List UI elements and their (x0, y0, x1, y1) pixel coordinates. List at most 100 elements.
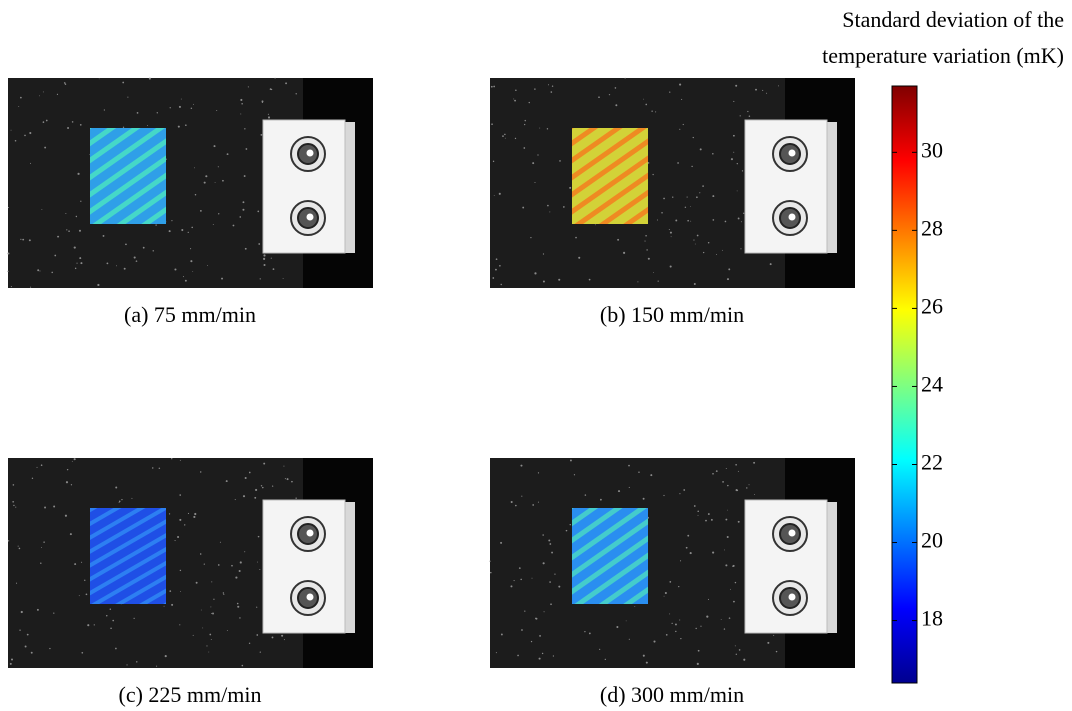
speckle (663, 197, 665, 200)
speckle (531, 577, 533, 579)
speckle (281, 634, 284, 637)
speckle (524, 123, 526, 126)
speckle (152, 250, 154, 252)
speckle (259, 278, 261, 280)
speckle (712, 551, 715, 554)
speckle (546, 128, 549, 130)
speckle (187, 231, 189, 233)
speckle (735, 463, 737, 466)
speckle (727, 509, 729, 511)
speckle (106, 262, 109, 265)
speckle (726, 278, 730, 281)
speckle (733, 151, 735, 153)
speckle (152, 467, 154, 469)
speckle (63, 82, 66, 84)
speckle (110, 627, 112, 630)
speckle (721, 249, 723, 251)
speckle (733, 134, 735, 137)
speckle (569, 459, 572, 462)
speckle (245, 148, 248, 150)
speckle (565, 529, 568, 532)
speckle (615, 104, 618, 107)
speckle (256, 606, 258, 608)
speckle (735, 653, 737, 655)
speckle (723, 628, 726, 630)
speckle (222, 592, 225, 594)
speckle (697, 649, 700, 652)
colorbar-tick-label: 24 (921, 371, 943, 396)
speckle (38, 95, 40, 97)
speckle (549, 543, 552, 545)
speckle (56, 93, 59, 95)
temperature-map (572, 508, 648, 604)
speckle (690, 206, 692, 207)
speckle (118, 500, 121, 503)
screw-center (306, 149, 314, 157)
speckle (244, 551, 246, 553)
speckle (695, 627, 697, 630)
speckle (521, 495, 523, 497)
speckle (643, 98, 645, 100)
speckle (182, 276, 184, 278)
speckle (75, 215, 78, 218)
speckle (87, 624, 90, 627)
speckle (181, 229, 184, 232)
speckle (634, 606, 636, 607)
speckle (147, 125, 148, 127)
speckle (715, 254, 717, 255)
speckle (498, 192, 501, 195)
speckle (242, 208, 245, 211)
speckle (171, 603, 174, 606)
speckle (240, 98, 243, 102)
speckle (70, 484, 73, 486)
speckle (189, 248, 192, 250)
speckle (24, 645, 27, 648)
speckle (679, 493, 681, 495)
speckle (670, 236, 672, 238)
speckle (517, 654, 519, 657)
speckle (163, 605, 165, 607)
speckle (551, 551, 554, 554)
speckle (748, 115, 751, 118)
speckle (295, 497, 297, 499)
screw-center (788, 593, 796, 601)
speckle (226, 630, 228, 631)
speckle (628, 638, 630, 640)
speckle (274, 77, 276, 79)
speckle (135, 260, 138, 262)
speckle (123, 267, 126, 270)
speckle (177, 125, 180, 128)
speckle (754, 494, 755, 495)
speckle (203, 563, 205, 565)
speckle (164, 655, 167, 658)
speckle (263, 462, 266, 465)
speckle (675, 630, 677, 633)
speckle (53, 505, 56, 508)
speckle (725, 468, 727, 470)
speckle (238, 569, 241, 572)
speckle (81, 561, 83, 563)
speckle (179, 459, 181, 461)
speckle (44, 506, 47, 509)
speckle (216, 109, 218, 111)
speckle (573, 474, 576, 476)
speckle (243, 175, 246, 178)
speckle (539, 635, 541, 637)
speckle (261, 101, 264, 103)
speckle (493, 85, 496, 88)
speckle (199, 209, 202, 212)
speckle (193, 103, 195, 105)
speckle (707, 513, 710, 515)
speckle (41, 546, 43, 548)
speckle (685, 546, 688, 549)
speckle (213, 598, 215, 600)
speckle (217, 166, 219, 168)
speckle (697, 514, 699, 516)
speckle (51, 271, 53, 274)
speckle (133, 256, 136, 259)
speckle (522, 206, 525, 209)
speckle (539, 127, 541, 129)
speckle (67, 127, 70, 129)
speckle (195, 581, 198, 584)
speckle (179, 494, 182, 496)
